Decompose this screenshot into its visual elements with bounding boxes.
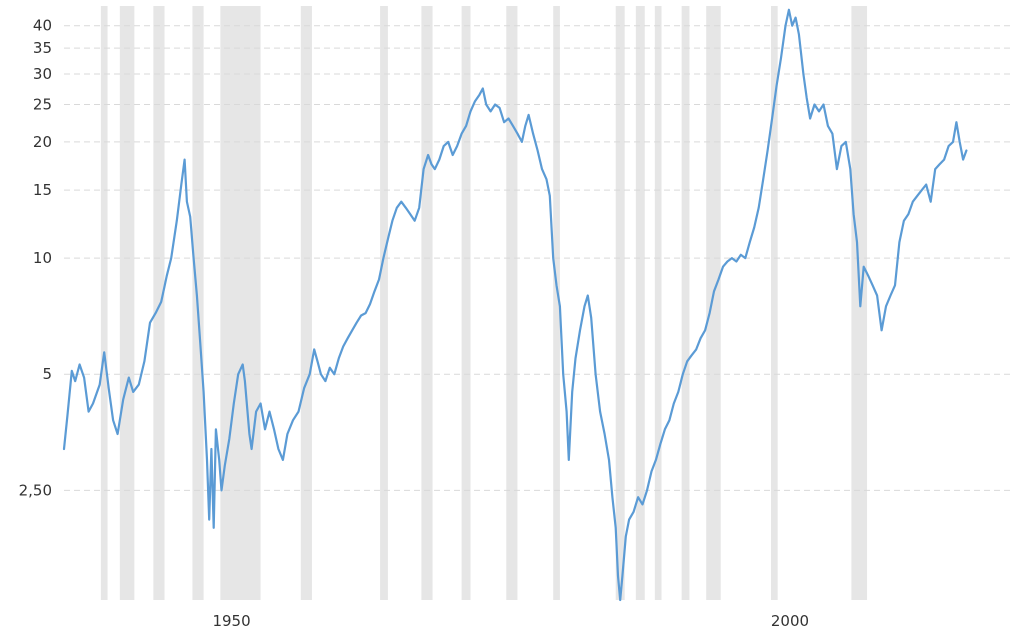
recession-band-0 [100,6,108,600]
series-layer [62,8,968,602]
y-tick-label: 10 [33,249,52,267]
recession-band-14 [681,6,690,600]
series-line-0 [62,8,968,602]
recession-band-6 [380,6,388,600]
y-tick-label: 5 [42,365,52,383]
recession-band-16 [770,6,778,600]
recession-band-10 [553,6,560,600]
recession-band-8 [461,6,471,600]
y-axis-labels: 40 35 30 25 20 15 10 5 2,50 [19,17,52,500]
recession-band-7 [421,6,433,600]
y-tick-label: 35 [33,39,52,57]
recession-band-15 [706,6,721,600]
y-tick-label: 20 [33,133,52,151]
y-tick-label: 25 [33,96,52,114]
recession-band-11 [615,6,625,600]
recession-band-2 [153,6,165,600]
recession-band-13 [654,6,662,600]
x-tick-label: 1950 [212,612,250,630]
recession-band-5 [300,6,312,600]
recession-band-1 [119,6,135,600]
recession-band-12 [635,6,645,600]
y-tick-label: 15 [33,181,52,199]
grid-lines [64,25,1010,491]
y-tick-label: 2,50 [19,481,52,499]
recession-band-4 [220,6,261,600]
x-tick-label: 2000 [771,612,809,630]
x-axis-labels: 1950 2000 [212,612,809,630]
recession-band-9 [506,6,518,600]
y-tick-label: 30 [33,65,52,83]
y-tick-label: 40 [33,17,52,35]
